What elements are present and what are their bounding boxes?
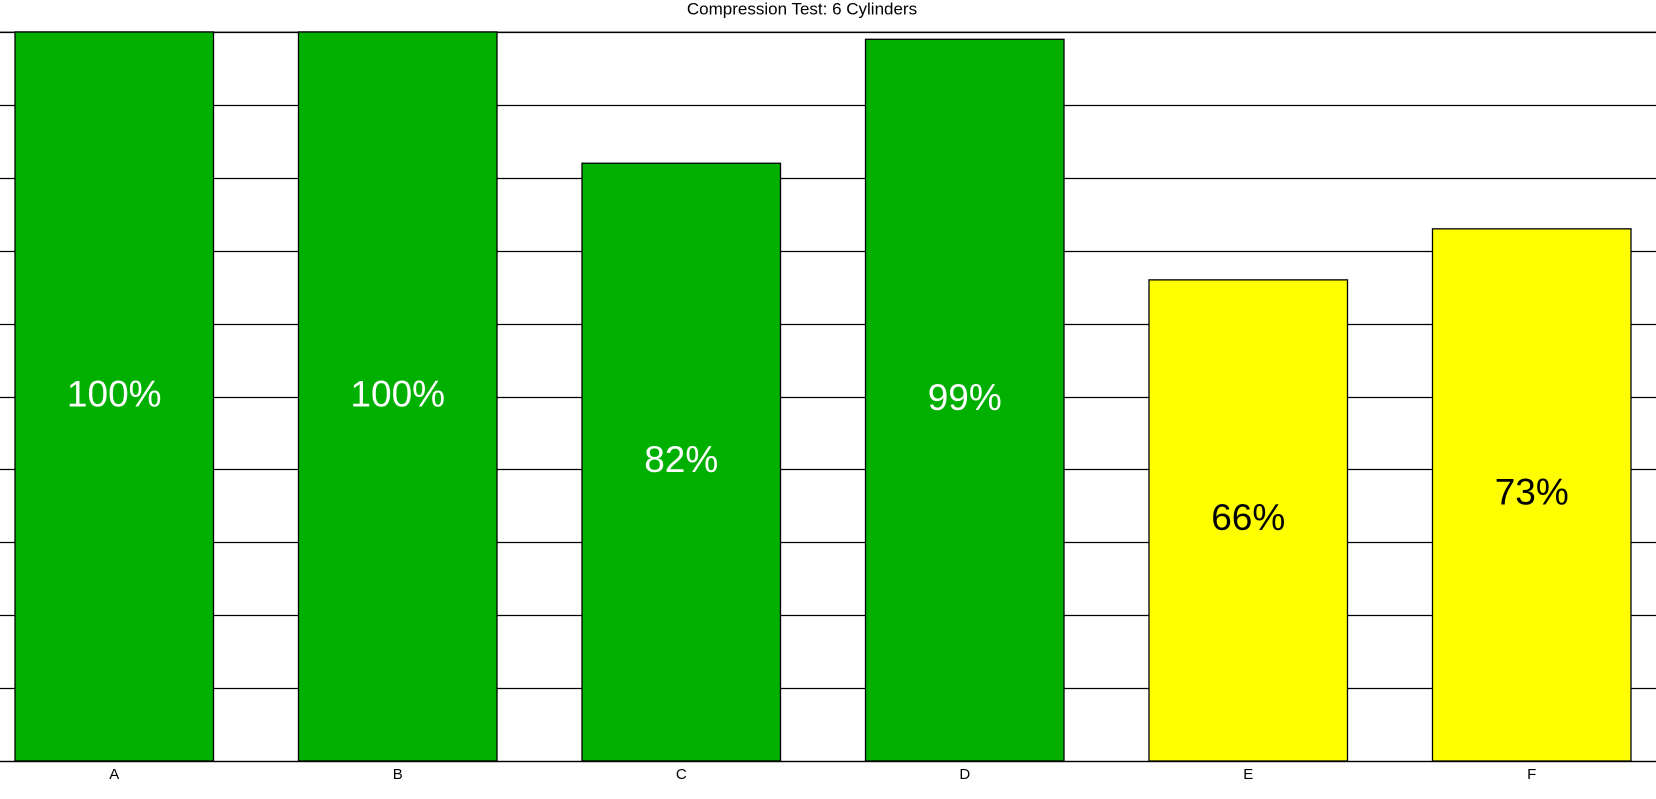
value-label: 82% xyxy=(644,439,718,480)
bar xyxy=(297,31,498,762)
x-tick-label: B xyxy=(393,766,403,783)
value-label: 99% xyxy=(928,377,1002,418)
bar xyxy=(1148,279,1349,762)
x-tick-label: C xyxy=(676,766,687,783)
bar xyxy=(864,38,1065,762)
value-label: 73% xyxy=(1495,472,1569,513)
x-tick-label: E xyxy=(1243,766,1253,783)
chart-title: Compression Test: 6 Cylinders xyxy=(687,0,917,18)
x-tick-label: D xyxy=(959,766,970,783)
x-tick-label: A xyxy=(109,766,119,783)
value-label: 66% xyxy=(1211,497,1285,538)
value-label: 100% xyxy=(350,373,445,414)
bar xyxy=(14,31,215,762)
bar xyxy=(581,162,782,762)
value-label: 100% xyxy=(67,373,162,414)
x-tick-label: F xyxy=(1527,766,1536,783)
